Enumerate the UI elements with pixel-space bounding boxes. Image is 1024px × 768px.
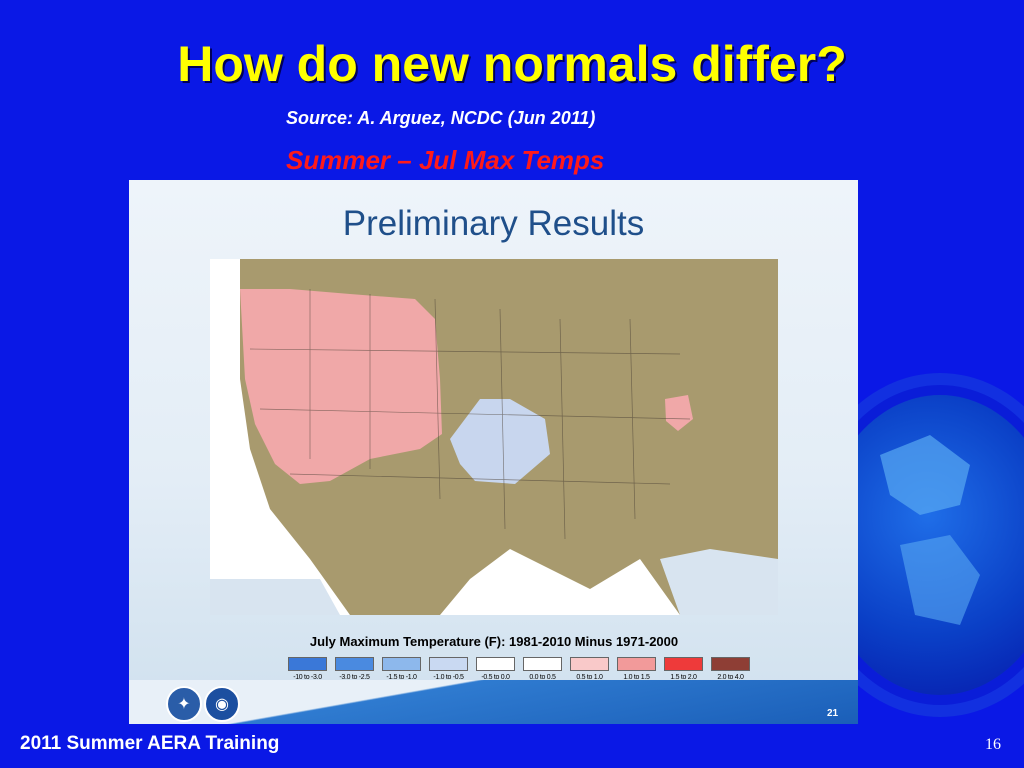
legend: -10 to -3.0 -3.0 to -2.5 -1.5 to -1.0 -1…: [288, 657, 750, 681]
legend-item: 0.5 to 1.0: [570, 657, 609, 681]
us-temperature-map: [210, 259, 778, 615]
legend-swatch: [711, 657, 750, 671]
legend-item: -1.5 to -1.0: [382, 657, 421, 681]
legend-label: -1.0 to -0.5: [433, 674, 464, 681]
footer-bar: [0, 724, 1024, 768]
legend-label: -10 to -3.0: [293, 674, 322, 681]
legend-label: 0.5 to 1.0: [576, 674, 603, 681]
legend-label: -3.0 to -2.5: [339, 674, 370, 681]
slide-title: How do new normals differ?: [177, 36, 847, 92]
legend-label: -0.5 to 0.0: [481, 674, 510, 681]
footer-label: 2011 Summer AERA Training: [20, 733, 280, 754]
legend-swatch: [617, 657, 656, 671]
legend-item: -10 to -3.0: [288, 657, 327, 681]
legend-item: -1.0 to -0.5: [429, 657, 468, 681]
legend-item: 1.5 to 2.0: [664, 657, 703, 681]
warm-region-northeast: [665, 395, 693, 431]
legend-swatch: [429, 657, 468, 671]
noaa-logo-icon: ◉: [204, 686, 240, 722]
inner-slide-number: 21: [827, 708, 839, 719]
warm-region-west: [240, 289, 442, 484]
legend-item: 1.0 to 1.5: [617, 657, 656, 681]
legend-swatch: [570, 657, 609, 671]
legend-swatch: [288, 657, 327, 671]
season-subtitle: Summer – Jul Max Temps: [286, 145, 605, 175]
legend-swatch: [476, 657, 515, 671]
legend-label: 0.0 to 0.5: [529, 674, 556, 681]
legend-swatch: [335, 657, 374, 671]
legend-label: 1.5 to 2.0: [670, 674, 697, 681]
source-citation: Source: A. Arguez, NCDC (Jun 2011): [286, 108, 596, 128]
commerce-seal-icon: ✦: [166, 686, 202, 722]
cool-region-plains: [450, 399, 550, 484]
legend-item: 2.0 to 4.0: [711, 657, 750, 681]
page-number: 16: [985, 736, 1001, 753]
legend-label: -1.5 to -1.0: [386, 674, 417, 681]
legend-item: -0.5 to 0.0: [476, 657, 515, 681]
legend-item: 0.0 to 0.5: [523, 657, 562, 681]
legend-swatch: [382, 657, 421, 671]
legend-label: 1.0 to 1.5: [623, 674, 650, 681]
legend-label: 2.0 to 4.0: [717, 674, 744, 681]
panel-footer-band: [129, 680, 858, 726]
legend-item: -3.0 to -2.5: [335, 657, 374, 681]
legend-title: July Maximum Temperature (F): 1981-2010 …: [309, 634, 679, 649]
results-panel: Preliminary Results July Maximum Tempera…: [129, 180, 858, 726]
panel-title: Preliminary Results: [342, 204, 645, 243]
legend-swatch: [664, 657, 703, 671]
legend-swatch: [523, 657, 562, 671]
